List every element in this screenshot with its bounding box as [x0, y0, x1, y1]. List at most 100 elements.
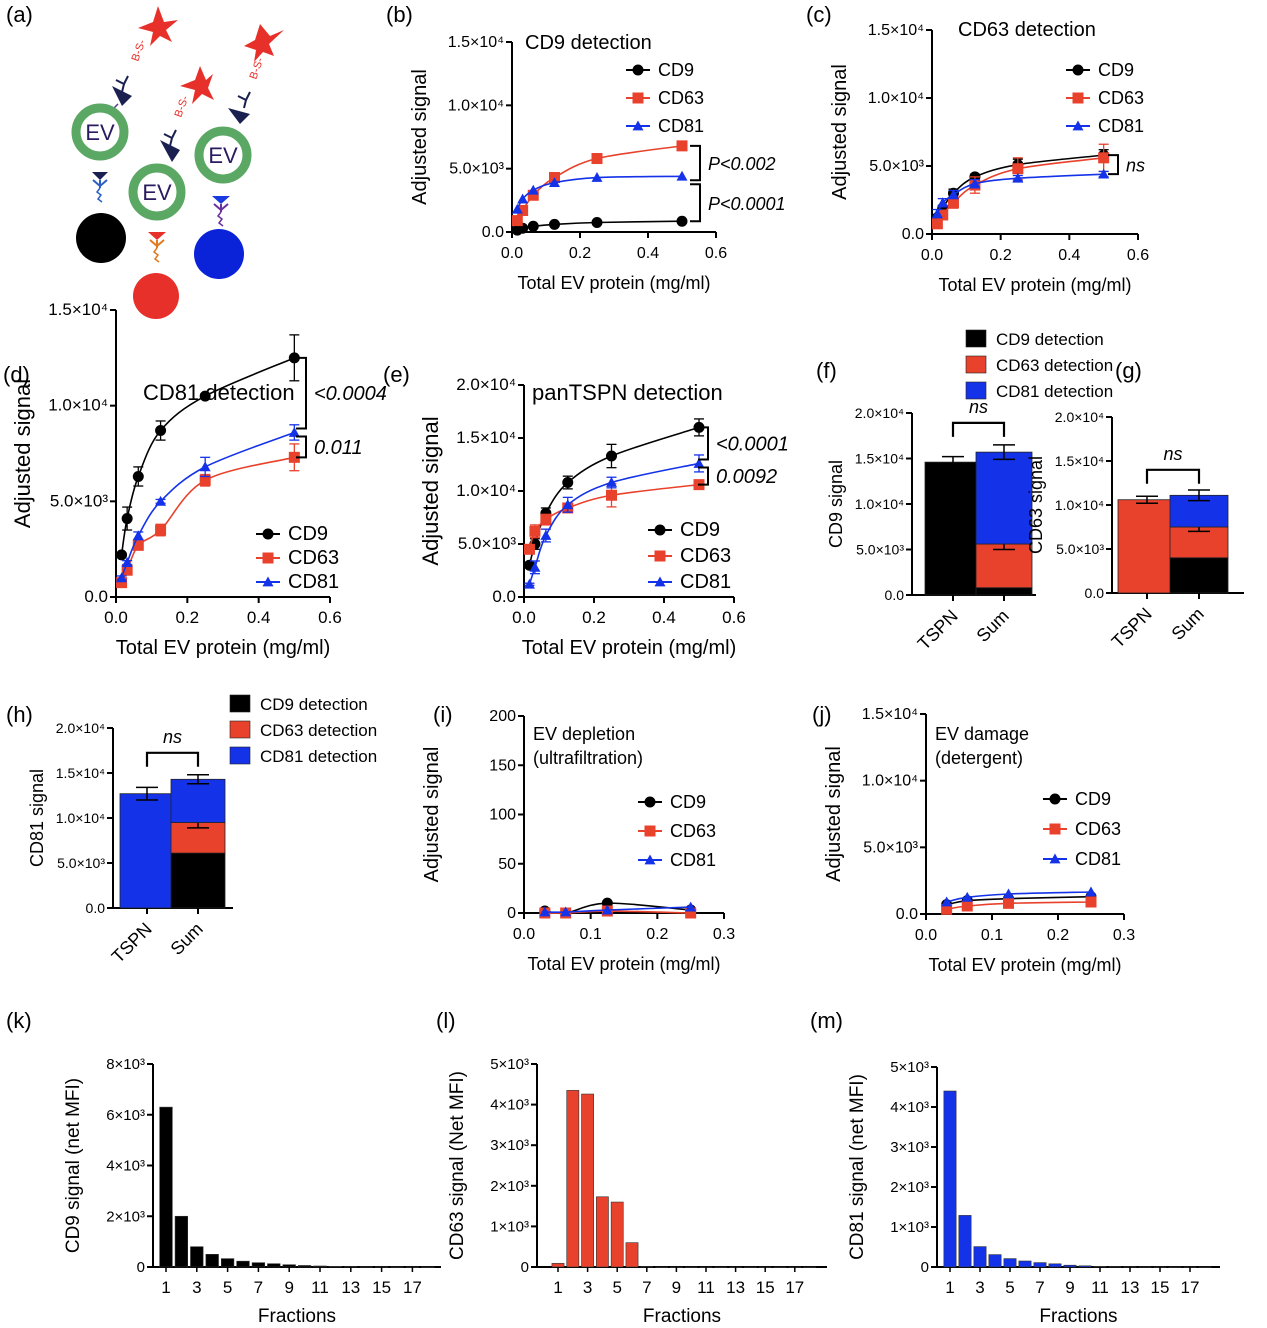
data-point-cd81: [560, 906, 572, 917]
y-axis-label: Adjusted signal: [418, 416, 443, 565]
series-cd9: [116, 334, 300, 561]
x-axis-label: Total EV protein (mg/ml): [938, 275, 1131, 295]
legend-item-cd9: CD9: [638, 792, 706, 812]
x-tick-label: 0.0: [915, 927, 937, 944]
series-cd9: [511, 215, 688, 236]
x-tick-label: 0.1: [580, 926, 602, 943]
legend-item-cd9: CD9: [1066, 60, 1134, 80]
ns-label: ns: [969, 397, 988, 417]
chart-panel-k: 0 2×10³ 4×10³ 6×10³ 8×10³ CD9 signal (net MFI…: [63, 1056, 441, 1327]
series-cd81: [539, 901, 697, 917]
data-point-cd63: [1049, 823, 1061, 835]
x-tick-label: 0.6: [318, 608, 342, 627]
y-tick-label: 0.0: [902, 226, 924, 243]
y-tick-label: 5.0×10³: [57, 855, 105, 871]
y-tick-label: 0: [921, 1259, 929, 1276]
panel-label-h: (h): [6, 702, 33, 727]
x-tick-label: 3: [583, 1278, 592, 1297]
bar-fraction-11: [699, 1266, 713, 1268]
panel-label-e: (e): [383, 362, 410, 387]
legend-label: CD63 detection: [996, 356, 1113, 375]
y-tick-label: 5.0×10³: [863, 839, 918, 856]
y-tick-label: 2×10³: [490, 1178, 529, 1195]
bar-fraction-6: [236, 1260, 250, 1268]
data-point-cd9: [517, 222, 529, 234]
x-tick-label: TSPN: [914, 606, 962, 654]
data-point-cd9: [693, 421, 705, 433]
x-tick-label: 0.3: [1113, 927, 1135, 944]
series-cd63: [511, 140, 688, 227]
ev-label: EV: [85, 120, 115, 145]
chart-panel-m: 0 1×10³ 2×10³ 3×10³ 4×10³ 5×10³ CD81 signal (n…: [847, 1059, 1220, 1327]
significance-bracket: 0.0092: [698, 466, 777, 488]
x-tick-label: 13: [341, 1278, 360, 1297]
panel-label-l: (l): [436, 1008, 456, 1033]
legend-swatch: [965, 355, 987, 374]
data-point-cd63: [941, 903, 953, 915]
significance-bracket: ns: [1145, 444, 1201, 484]
series-line: [544, 906, 691, 913]
legend-label: CD9: [1098, 60, 1134, 80]
legend-swatch: [965, 381, 987, 400]
data-point-cd81: [529, 561, 541, 572]
data-point-cd9: [121, 513, 133, 525]
p-value-label: P<0.0001: [708, 194, 786, 214]
data-point-cd9: [116, 549, 128, 561]
ev-assay-schematic: B-S- EV B-S- EV B-S-: [71, 6, 284, 319]
chart-panel-j: 0.0 5.0×10³ 1.0×10⁴ 1.5×10⁴ Adjusted signal 0…: [823, 706, 1135, 975]
data-point-cd81: [1098, 168, 1110, 179]
x-tick-label: 5: [612, 1278, 621, 1297]
data-point-cd9: [654, 524, 666, 536]
data-point-cd9: [644, 796, 656, 808]
bar-fraction-12: [1108, 1266, 1122, 1268]
legend-label: CD63: [1075, 819, 1121, 839]
series-cd81: [931, 168, 1110, 219]
y-tick-label: 1.0×10⁴: [1055, 497, 1104, 513]
legend-label: CD81: [670, 850, 716, 870]
data-point-cd9: [288, 352, 300, 364]
series-line: [936, 157, 1104, 225]
ev-assembly-cd81: B-S- EV: [194, 24, 284, 279]
y-tick-label: 5×10³: [890, 1059, 929, 1076]
data-point-cd81: [539, 906, 551, 917]
data-point-cd63: [539, 907, 551, 919]
bar-fraction-2: [958, 1215, 972, 1268]
linker-label: B-S-: [248, 56, 267, 81]
y-tick-label: 100: [489, 807, 516, 824]
y-tick-label: 0.0: [885, 587, 905, 603]
data-point-cd81: [523, 578, 535, 589]
panel-label-k: (k): [6, 1008, 32, 1033]
legend-swatch: [229, 720, 251, 739]
chart-title: (ultrafiltration): [533, 748, 643, 768]
series-line: [544, 910, 691, 914]
p-value-label: <0.0004: [314, 383, 387, 405]
y-tick-label: 0: [507, 905, 516, 922]
x-tick-label: 0.2: [1047, 927, 1069, 944]
data-point-cd9: [523, 559, 535, 571]
data-point-cd81: [1012, 172, 1024, 183]
data-point-cd63: [517, 204, 529, 216]
series-line: [936, 173, 1104, 214]
x-tick-label: 11: [697, 1278, 715, 1297]
data-point-cd63: [937, 209, 949, 221]
data-point-cd9: [527, 220, 539, 232]
data-point-cd81: [1003, 888, 1014, 899]
data-point-cd63: [529, 525, 541, 537]
data-point-cd81: [549, 177, 560, 187]
legend-item-cd9: CD9: [256, 523, 328, 545]
data-point-cd9: [511, 224, 523, 236]
bar-fraction-3: [973, 1246, 987, 1268]
bar-fraction-8: [1048, 1263, 1062, 1268]
y-tick-label: 4×10³: [890, 1099, 929, 1116]
y-tick-label: 0: [137, 1259, 145, 1276]
legend-label: CD9: [658, 60, 694, 80]
y-axis-label: CD9 signal (net MFI): [63, 1078, 84, 1253]
x-tick-label: 0.6: [722, 608, 746, 627]
y-tick-label: 2.0×10⁴: [1055, 409, 1104, 425]
ev-assembly-cd63: B-S- EV: [128, 66, 214, 319]
y-tick-label: 4×10³: [106, 1158, 145, 1175]
data-point-cd81: [632, 120, 644, 131]
legend-item-cd9: CD9: [626, 60, 694, 80]
fluorophore-star-icon: [138, 6, 178, 46]
